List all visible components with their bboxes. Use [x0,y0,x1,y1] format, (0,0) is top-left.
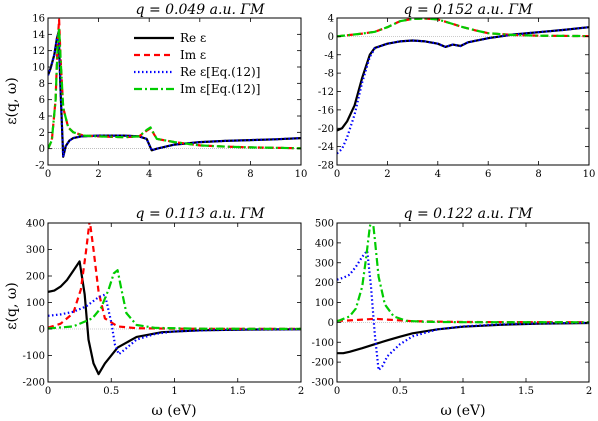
x-tick-label: 0.5 [103,386,119,397]
y-tick-label: 0 [39,144,45,155]
y-tick-label: 0 [39,325,45,336]
y-tick-label: 16 [32,14,45,25]
x-axis-label-right: ω (eV) [440,403,485,419]
y-tick-label: 300 [26,245,45,256]
plot-frame [47,17,302,166]
y-tick-label: -16 [318,105,334,116]
series-line-re-eq12 [48,30,301,158]
y-tick-label: -2 [35,161,45,172]
series-line-im [337,317,589,324]
y-tick-label: 12 [32,46,45,57]
y-tick-label: -100 [23,351,45,362]
series-line-re [48,260,301,376]
legend-entry: Re ε[Eq.(12)] [180,65,260,79]
x-tick-label: 10 [583,169,596,180]
panel-title-2: q = 0.152 a.u. ΓM [404,2,534,18]
y-tick-label: 0 [328,32,334,43]
x-tick-label: 1.5 [230,386,246,397]
y-tick-label: 2 [39,128,45,139]
y-tick-label: -28 [318,161,334,172]
y-tick-label: 6 [39,95,45,106]
x-tick-label: 2 [298,386,304,397]
x-tick-label: 10 [295,169,308,180]
legend-entry: Im ε [180,48,206,62]
panel-2: 0 2 4 6 8 10 -28 -24 -20 -16 -12 -8 -4 0 4 [318,14,595,181]
y-tick-label: -4 [324,50,334,61]
y-tick-label: 100 [26,298,45,309]
x-tick-label: 0 [334,169,340,180]
x-tick-label: 1.5 [518,386,534,397]
panel-title-3: q = 0.113 a.u. ΓM [136,206,266,222]
x-tick-label: 0 [45,169,51,180]
y-tick-label: 300 [315,258,334,269]
x-tick-label: 1 [171,386,177,397]
x-tick-label: 0 [45,386,51,397]
x-axis-label-left: ω (eV) [151,403,196,419]
series-line-re-eq12 [337,249,589,372]
x-tick-label: 8 [535,169,541,180]
x-tick-label: 0.5 [392,386,408,397]
y-tick-label: 500 [315,219,334,230]
y-tick-label: -8 [324,69,334,80]
series-line-re [48,30,301,158]
series-line-re-eq12 [337,26,589,155]
y-tick-label: 4 [328,14,334,25]
panel-3: 0 0.5 1 1.5 2 -200 -100 0 100 200 300 400 [23,219,305,398]
x-tick-label: 4 [435,169,441,180]
series-line-im-eq12 [48,26,301,150]
y-tick-label: -20 [318,124,334,135]
series-line-re [337,26,589,132]
y-tick-label: 14 [32,30,45,41]
series-line-im [48,18,301,150]
legend-entry: Im ε[Eq.(12)] [180,82,260,96]
y-tick-label: 0 [328,318,334,329]
y-tick-label: -100 [312,338,334,349]
y-tick-label: 200 [315,278,334,289]
y-tick-label: 100 [315,298,334,309]
panel-4: 0 0.5 1 1.5 2 -300 -200 -100 0 100 200 300 400 500 [312,219,593,398]
legend-entry: Re ε [180,31,206,45]
x-tick-label: 0 [334,386,340,397]
x-tick-label: 1 [460,386,466,397]
series-line-im-eq12 [337,223,589,324]
y-tick-label: -200 [312,358,334,369]
x-tick-label: 2 [384,169,390,180]
series-line-im-eq12 [48,269,301,330]
x-tick-label: 6 [485,169,491,180]
y-axis-label-bottom: ε(q, ω) [4,282,20,329]
y-tick-label: -300 [312,378,334,389]
plot-frame [336,17,590,166]
panel-title-4: q = 0.122 a.u. ΓM [404,206,534,222]
y-tick-label: -200 [23,378,45,389]
legend: Re ε Im ε Re ε[Eq.(12)] Im ε[Eq.(12)] [134,31,260,96]
y-tick-label: 4 [39,112,45,123]
x-tick-label: 2 [586,386,592,397]
series-line-re-eq12 [48,293,301,356]
x-tick-label: 6 [197,169,203,180]
y-tick-label: 400 [26,219,45,230]
panel-title-1: q = 0.049 a.u. ΓM [136,2,266,18]
x-tick-label: 8 [247,169,253,180]
y-tick-label: 200 [26,272,45,283]
y-tick-label: -24 [318,142,334,153]
series-line-im [48,223,301,330]
x-tick-label: 4 [146,169,152,180]
y-tick-label: 8 [39,79,45,90]
series-line-im-eq12 [337,18,589,38]
x-tick-label: 2 [95,169,101,180]
y-tick-label: 10 [32,63,45,74]
y-tick-label: -12 [318,87,334,98]
y-tick-label: 400 [315,238,334,249]
y-axis-label-top: ε(q, ω) [4,77,20,124]
